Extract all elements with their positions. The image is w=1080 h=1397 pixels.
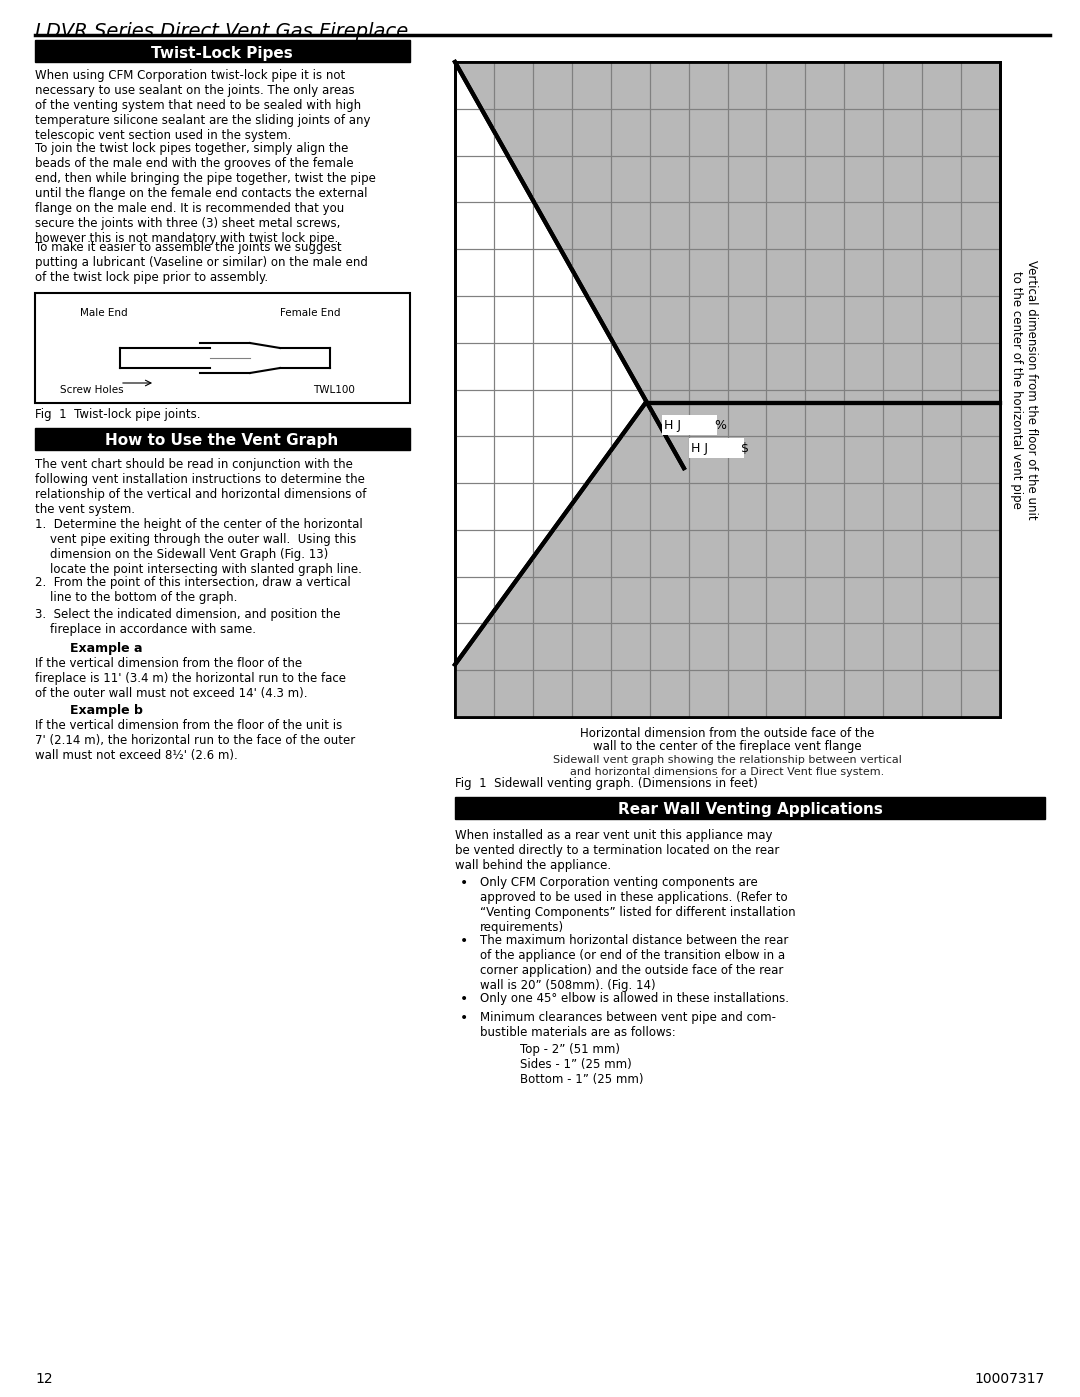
- Text: wall to the center of the fireplace vent flange: wall to the center of the fireplace vent…: [593, 740, 862, 753]
- Text: %: %: [714, 419, 726, 432]
- Text: H J: H J: [691, 441, 707, 454]
- Bar: [455, 61, 1000, 717]
- Text: The vent chart should be read in conjunction with the
following vent installatio: The vent chart should be read in conjunc…: [35, 458, 366, 515]
- FancyBboxPatch shape: [662, 415, 717, 436]
- Text: Male End: Male End: [80, 307, 127, 319]
- Text: Fig  1  Sidewall venting graph. (Dimensions in feet): Fig 1 Sidewall venting graph. (Dimension…: [455, 777, 758, 789]
- Bar: [35, 41, 410, 61]
- Text: Fig  1  Twist-lock pipe joints.: Fig 1 Twist-lock pipe joints.: [35, 408, 201, 420]
- Text: TWL100: TWL100: [313, 386, 355, 395]
- Text: Example a: Example a: [35, 643, 143, 655]
- Text: The maximum horizontal distance between the rear
of the appliance (or end of the: The maximum horizontal distance between …: [480, 935, 788, 992]
- Polygon shape: [455, 61, 1000, 468]
- Text: •: •: [460, 992, 469, 1006]
- Text: Twist-Lock Pipes: Twist-Lock Pipes: [151, 46, 293, 61]
- Text: 1.  Determine the height of the center of the horizontal
    vent pipe exiting t: 1. Determine the height of the center of…: [35, 518, 363, 576]
- Text: How to Use the Vent Graph: How to Use the Vent Graph: [106, 433, 339, 448]
- Text: If the vertical dimension from the floor of the
fireplace is 11' (3.4 m) the hor: If the vertical dimension from the floor…: [35, 657, 346, 700]
- Text: Horizontal dimension from the outside face of the: Horizontal dimension from the outside fa…: [580, 726, 875, 740]
- Text: To make it easier to assemble the joints we suggest
putting a lubricant (Vaselin: To make it easier to assemble the joints…: [35, 242, 368, 284]
- Text: Only one 45° elbow is allowed in these installations.: Only one 45° elbow is allowed in these i…: [480, 992, 789, 1004]
- Text: Rear Wall Venting Applications: Rear Wall Venting Applications: [618, 802, 882, 817]
- Text: 12: 12: [35, 1372, 53, 1386]
- Bar: [35, 293, 410, 402]
- Text: When installed as a rear vent unit this appliance may
be vented directly to a te: When installed as a rear vent unit this …: [455, 828, 780, 872]
- Text: •: •: [460, 935, 469, 949]
- Text: $: $: [741, 441, 748, 454]
- Text: Only CFM Corporation venting components are
approved to be used in these applica: Only CFM Corporation venting components …: [480, 876, 796, 935]
- Text: H J: H J: [664, 419, 681, 432]
- Text: 3.  Select the indicated dimension, and position the
    fireplace in accordance: 3. Select the indicated dimension, and p…: [35, 608, 340, 636]
- Text: 10007317: 10007317: [975, 1372, 1045, 1386]
- Text: 2.  From the point of this intersection, draw a vertical
    line to the bottom : 2. From the point of this intersection, …: [35, 576, 351, 604]
- Text: Example b: Example b: [35, 704, 143, 717]
- Bar: [455, 798, 1045, 819]
- Text: Vertical dimension from the floor of the unit
to the center of the horizontal ve: Vertical dimension from the floor of the…: [1010, 260, 1038, 520]
- Text: To join the twist lock pipes together, simply align the
beads of the male end wi: To join the twist lock pipes together, s…: [35, 142, 376, 244]
- Bar: [455, 61, 1000, 717]
- Polygon shape: [455, 402, 1000, 717]
- Text: •: •: [460, 876, 469, 890]
- Text: Female End: Female End: [280, 307, 340, 319]
- Text: When using CFM Corporation twist-lock pipe it is not
necessary to use sealant on: When using CFM Corporation twist-lock pi…: [35, 68, 370, 142]
- Text: If the vertical dimension from the floor of the unit is
7' (2.14 m), the horizon: If the vertical dimension from the floor…: [35, 719, 355, 761]
- Text: •: •: [460, 1011, 469, 1025]
- Text: Sidewall vent graph showing the relationship between vertical
and horizontal dim: Sidewall vent graph showing the relation…: [553, 754, 902, 777]
- FancyBboxPatch shape: [689, 439, 744, 458]
- Bar: [35, 427, 410, 450]
- Text: Top - 2” (51 mm)
Sides - 1” (25 mm)
Bottom - 1” (25 mm): Top - 2” (51 mm) Sides - 1” (25 mm) Bott…: [519, 1044, 644, 1085]
- Text: Screw Holes: Screw Holes: [60, 386, 123, 395]
- Text: Minimum clearances between vent pipe and com-
bustible materials are as follows:: Minimum clearances between vent pipe and…: [480, 1011, 777, 1039]
- Text: LDVR Series Direct Vent Gas Fireplace: LDVR Series Direct Vent Gas Fireplace: [35, 22, 408, 41]
